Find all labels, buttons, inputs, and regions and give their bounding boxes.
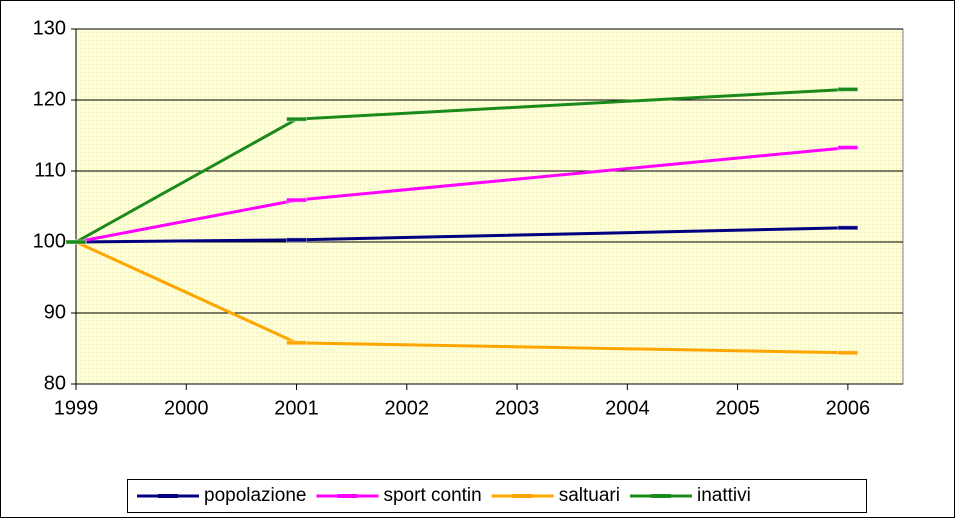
legend-marker xyxy=(512,494,533,498)
point-marker xyxy=(837,145,859,151)
x-tick-label: 2005 xyxy=(715,397,760,419)
labels: 80 90 100 110 120 130 1999 2000 2001 2002 2003 2004… xyxy=(33,17,870,419)
y-tick-label: 130 xyxy=(33,17,66,39)
legend-marker xyxy=(337,494,358,498)
x-tick-label: 1999 xyxy=(54,397,99,419)
point-marker xyxy=(837,86,859,92)
y-tick-label: 90 xyxy=(44,301,66,323)
legend-label: inattivi xyxy=(697,485,751,506)
x-tick-label: 2002 xyxy=(385,397,430,419)
y-tick-label: 80 xyxy=(44,372,66,394)
x-tick-label: 2006 xyxy=(826,397,871,419)
x-tick-label: 2001 xyxy=(274,397,319,419)
legend-label: saltuari xyxy=(559,485,620,506)
plot-area xyxy=(75,28,904,385)
point-marker xyxy=(286,237,308,243)
y-tick-label: 110 xyxy=(34,159,66,181)
x-tick-label: 2000 xyxy=(164,397,209,419)
y-tick-label: 120 xyxy=(33,88,66,110)
x-tick-label: 2003 xyxy=(495,397,540,419)
legend-marker xyxy=(158,494,178,498)
legend: popolazione sport contin saltuari inattivi xyxy=(137,485,751,506)
point-marker xyxy=(837,225,859,231)
lines xyxy=(65,86,859,356)
grid xyxy=(71,28,903,390)
point-marker xyxy=(286,340,308,346)
legend-label: sport contin xyxy=(383,485,481,506)
y-tick-label: 100 xyxy=(33,230,66,252)
point-marker xyxy=(65,239,87,245)
x-tick-label: 2004 xyxy=(605,397,650,419)
legend-label: popolazione xyxy=(204,485,306,506)
point-marker xyxy=(837,350,859,356)
point-marker xyxy=(286,116,308,122)
point-marker xyxy=(286,197,308,203)
legend-marker xyxy=(650,494,671,498)
